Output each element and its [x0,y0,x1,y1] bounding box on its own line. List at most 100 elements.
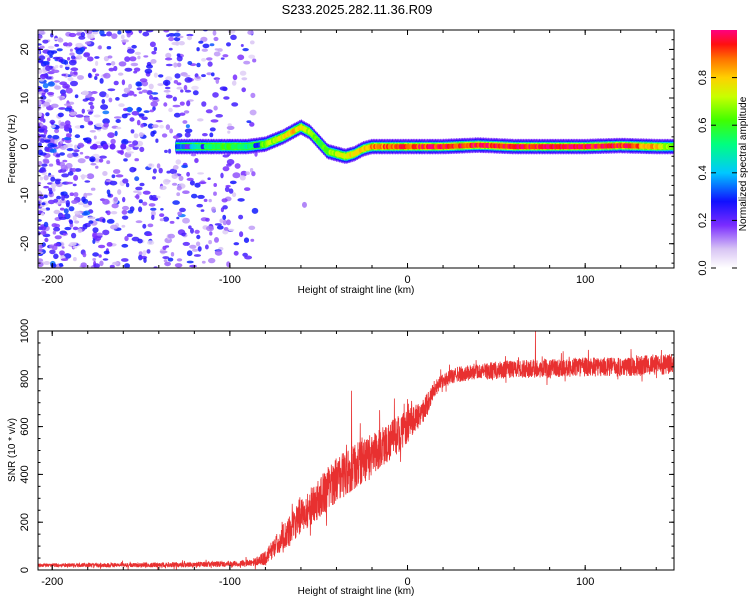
spectrogram-noise-blob [52,69,60,74]
spectrogram-noise-blob [181,232,186,237]
spectrogram-noise-blob [117,30,122,35]
spectrogram-noise-blob [133,190,139,193]
spectrogram-noise-blob [57,112,64,118]
spectrogram-noise-blob [74,210,81,215]
spectrogram-noise-blob [193,254,201,257]
spectrogram-noise-blob [163,89,171,93]
spectrogram-noise-blob [85,192,93,196]
spectrogram-noise-blob [92,231,98,238]
spectrogram-noise-blob [98,254,102,258]
spectrogram-noise-blob [107,193,112,197]
spectrogram-noise-blob [129,117,135,122]
spectrogram-y-tick-label: 0 [19,144,31,150]
spectrogram-noise-blob [163,178,170,185]
spectrogram-noise-blob [224,186,230,193]
spectrogram-noise-blob [95,141,102,145]
spectrogram-noise-blob [136,106,142,113]
spectrogram-noise-blob [131,44,137,49]
spectrogram-noise-blob [50,263,57,268]
spectrogram-noise-blob [115,126,122,130]
spectrogram-noise-blob [66,148,74,152]
spectrogram-noise-blob [45,65,52,72]
spectrogram-noise-blob [190,227,194,234]
spectrogram-noise-blob [222,229,229,235]
spectrogram-noise-blob [38,190,42,195]
spectrogram-noise-blob [99,78,104,84]
spectrogram-noise-blob [39,208,47,211]
spectrogram-noise-blob [142,250,147,256]
spectrogram-noise-blob [222,214,227,220]
spectrogram-noise-blob [92,31,99,35]
spectrogram-noise-blob [89,130,96,133]
spectrogram-noise-blob [208,198,212,203]
snr-y-tick-label: 400 [19,465,31,483]
spectrogram-noise-blob [209,132,214,138]
spectrogram-noise-blob [250,92,256,99]
spectrogram-noise-blob [176,55,183,62]
spectrogram-noise-blob [74,134,81,139]
spectrogram-noise-blob [249,40,255,45]
spectrogram-noise-blob [77,75,84,80]
spectrogram-noise-blob [73,257,77,262]
spectrogram-noise-blob [135,220,143,224]
spectrogram-noise-blob [87,120,94,126]
spectrogram-noise-blob [109,264,115,268]
spectrogram-noise-blob [72,226,79,231]
spectrogram-noise-blob [65,64,71,67]
spectrogram-noise-blob [121,209,128,215]
spectrogram-noise-blob [221,198,228,203]
spectrogram-noise-blob [206,72,212,76]
spectrogram-noise-blob [210,119,219,123]
spectrogram-noise-blob [38,128,44,133]
spectrogram-noise-blob [191,248,199,252]
spectrogram-noise-blob [68,206,75,212]
spectrogram-noise-blob [165,52,172,59]
snr-panel: -200 -100 0 100 0 200 400 600 800 1000 Height of… [7,319,675,597]
spectrogram-noise-blob [49,54,53,59]
spectrogram-noise-blob [98,158,104,163]
spectrogram-noise-blob [241,87,246,93]
spectrogram-noise-blob [135,186,143,191]
spectrogram-noise-blob [165,124,171,130]
spectrogram-noise-blob [88,111,93,115]
spectrogram-noise-blob [138,199,143,204]
spectrogram-noise-blob [63,208,69,214]
spectrogram-noise-blob [176,258,183,262]
spectrogram-noise-blob [222,154,230,158]
spectrogram-noise-blob [112,261,119,265]
spectrogram-noise-blob [124,263,130,268]
spectrogram-noise-blob [82,252,87,258]
spectrogram-noise-blob [151,197,159,201]
spectrogram-noise-blob [52,56,61,60]
spectrogram-noise-blob [232,192,237,198]
spectrogram-noise-blob [60,164,68,170]
spectrogram-noise-blob [243,60,251,65]
spectrogram-noise-blob [43,101,50,107]
spectrogram-noise-blob [202,133,208,137]
spectrogram-noise-blob [115,97,120,101]
spectrogram-noise-blob [147,223,154,228]
spectrogram-noise-blob [61,246,65,249]
colorbar-tick-label: 0.6 [697,118,709,133]
spectrogram-noise-blob [176,86,183,90]
spectrogram-noise-blob [140,123,144,128]
spectrogram-noise-blob [240,170,248,177]
spectrogram-noise-blob [172,135,180,139]
colorbar-tick-label: 0.8 [697,70,709,85]
spectrogram-noise-blob [229,180,237,185]
spectrogram-noise-blob [39,117,44,122]
spectrogram-noise-blob [167,257,174,262]
spectrogram-noise-blob [38,99,42,106]
spectrogram-noise-blob [41,226,47,231]
spectrogram-noise-blob [214,237,219,243]
spectrogram-y-tick-label: 10 [19,92,31,104]
spectrogram-noise-blob [162,245,167,250]
spectrogram-noise-blob [89,105,95,110]
spectrogram-noise-blob [108,67,115,72]
spectrogram-noise-blob [202,43,210,49]
spectrogram-noise-blob [134,51,141,56]
spectrogram-noise-blob [222,54,229,58]
spectrogram-noise-blob [66,133,72,138]
spectrogram-noise-blob [228,188,234,194]
spectrogram-noise-blob [155,138,159,143]
